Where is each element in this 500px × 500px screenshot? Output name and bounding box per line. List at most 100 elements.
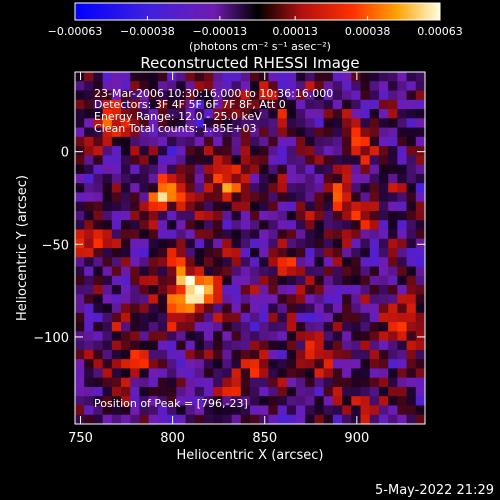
heatmap-cell [406, 210, 417, 221]
heatmap-cell [148, 285, 159, 295]
heatmap-cell [415, 257, 426, 267]
heatmap-cell [194, 340, 205, 351]
heatmap-cell [111, 275, 122, 286]
heatmap-cell [397, 322, 407, 332]
heatmap-cell [157, 201, 168, 212]
heatmap-cell [250, 312, 260, 323]
heatmap-cell [176, 349, 186, 360]
heatmap-cell [157, 109, 168, 119]
heatmap-cell [139, 127, 150, 138]
heatmap-cell [130, 99, 140, 110]
heatmap-cell [277, 192, 288, 203]
heatmap-cell [130, 192, 140, 203]
heatmap-cell [148, 405, 159, 416]
heatmap-cell [388, 90, 398, 101]
heatmap-cell [194, 136, 205, 147]
heatmap-cell [406, 90, 417, 101]
heatmap-cell [111, 359, 122, 369]
heatmap-cell [259, 210, 269, 221]
heatmap-cell [93, 414, 104, 425]
heatmap-cell [342, 266, 352, 277]
heatmap-cell [305, 285, 315, 295]
heatmap-cell [240, 127, 251, 138]
heatmap-cell [351, 109, 361, 119]
heatmap-cell [268, 99, 279, 110]
heatmap-cell [185, 220, 196, 230]
heatmap-cell [93, 238, 104, 249]
heatmap-cell [93, 109, 104, 119]
heatmap-cell [286, 294, 297, 304]
heatmap-cell [360, 257, 371, 267]
heatmap-cell [360, 90, 371, 101]
heatmap-cell [323, 164, 334, 175]
heatmap-cell [167, 164, 177, 175]
heatmap-cell [259, 414, 269, 425]
heatmap-cell [194, 386, 205, 397]
heatmap-cell [360, 201, 371, 212]
heatmap-cell [240, 266, 251, 277]
heatmap-cell [185, 303, 196, 314]
heatmap-cell [213, 340, 223, 351]
heatmap-cell [84, 257, 94, 267]
heatmap-cell [130, 377, 140, 388]
heatmap-cell [157, 386, 168, 397]
heatmap-cell [203, 72, 214, 82]
heatmap-cell [139, 220, 150, 230]
heatmap-cell [148, 275, 159, 286]
heatmap-cell [203, 109, 214, 119]
heatmap-cell [75, 386, 85, 397]
heatmap-cell [259, 81, 269, 91]
heatmap-cell [388, 118, 398, 128]
heatmap-cell [415, 229, 426, 240]
heatmap-cell [314, 312, 325, 323]
heatmap-cell [286, 90, 297, 101]
heatmap-cell [222, 340, 232, 351]
heatmap-cell [84, 322, 94, 332]
heatmap-cell [268, 173, 279, 184]
heatmap-cell [369, 220, 380, 230]
heatmap-cell [268, 201, 279, 212]
heatmap-cell [194, 229, 205, 240]
x-axis-label: Heliocentric X (arcsec) [177, 448, 324, 463]
heatmap-cell [406, 266, 417, 277]
heatmap-cell [378, 192, 389, 203]
heatmap-cell [342, 109, 352, 119]
heatmap-cell [388, 349, 398, 360]
colorbar-tick-label: 0.00038 [345, 25, 391, 38]
heatmap-cell [286, 81, 297, 91]
heatmap-cell [84, 368, 94, 379]
heatmap-cell [268, 377, 279, 388]
heatmap-cell [296, 155, 306, 166]
heatmap-cell [286, 183, 297, 193]
heatmap-cell [167, 220, 177, 230]
heatmap-cell [296, 266, 306, 277]
heatmap-cell [286, 368, 297, 379]
heatmap-cell [342, 405, 352, 416]
heatmap-cell [388, 136, 398, 147]
heatmap-cell [268, 220, 279, 230]
heatmap-cell [406, 294, 417, 304]
heatmap-cell [185, 248, 196, 258]
heatmap-cell [121, 229, 131, 240]
heatmap-cell [351, 405, 361, 416]
heatmap-cell [222, 359, 232, 369]
heatmap-cell [194, 414, 205, 425]
heatmap-cell [369, 414, 380, 425]
heatmap-cell [296, 118, 306, 128]
heatmap-cell [305, 414, 315, 425]
heatmap-cell [167, 136, 177, 147]
heatmap-cell [213, 183, 223, 193]
heatmap-cell [213, 109, 223, 119]
heatmap-cell [296, 349, 306, 360]
heatmap-cell [231, 201, 242, 212]
heatmap-cell [194, 192, 205, 203]
heatmap-cell [305, 164, 315, 175]
heatmap-cell [194, 118, 205, 128]
heatmap-cell [231, 414, 242, 425]
heatmap-cell [351, 136, 361, 147]
heatmap-cell [157, 238, 168, 249]
heatmap-cell [351, 303, 361, 314]
heatmap-cell [332, 257, 343, 267]
heatmap-cell [203, 275, 214, 286]
